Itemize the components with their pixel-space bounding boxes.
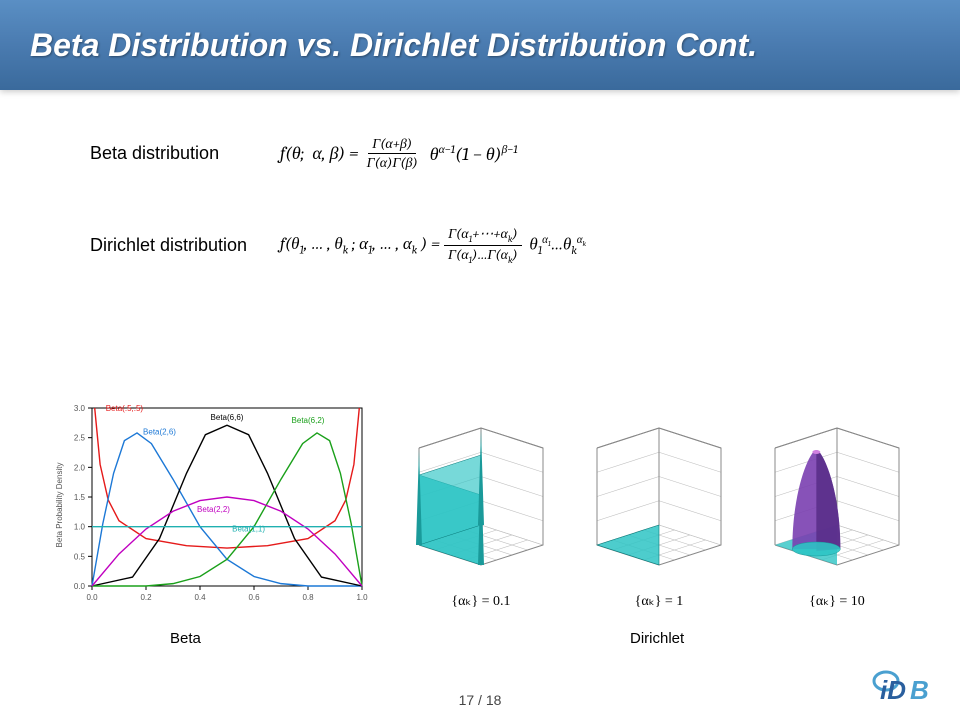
page-number: 17 / 18 (459, 692, 502, 708)
svg-text:B: B (910, 675, 929, 705)
svg-text:iD: iD (880, 675, 906, 705)
dirichlet-caption-1: {αₖ} = 1 (573, 593, 745, 610)
dirichlet-label: Dirichlet distribution (90, 235, 280, 256)
svg-text:Beta(.5,.5): Beta(.5,.5) (106, 404, 144, 413)
beta-chart: 0.0 0.2 0.4 0.6 0.8 1.0 0.0 0.5 1.0 1.5 2.0 2.5 3.0 B… (50, 400, 370, 610)
dirichlet-figure-label: Dirichlet (630, 630, 684, 647)
dirichlet-panel-2: {αₖ} = 10 (751, 400, 923, 610)
svg-text:0.5: 0.5 (74, 552, 86, 561)
beta-label: Beta distribution (90, 143, 280, 164)
logo-icon: iD B (872, 665, 942, 705)
logo: iD B (872, 665, 942, 712)
svg-text:1.0: 1.0 (74, 523, 86, 532)
svg-text:0.0: 0.0 (86, 593, 98, 602)
svg-text:1.0: 1.0 (356, 593, 368, 602)
svg-text:3.0: 3.0 (74, 404, 86, 413)
beta-figure-label: Beta (170, 630, 201, 647)
slide-title: Beta Distribution vs. Dirichlet Distribu… (30, 27, 757, 64)
svg-text:0.0: 0.0 (74, 582, 86, 591)
svg-text:0.6: 0.6 (248, 593, 260, 602)
dirichlet-svg-0 (395, 400, 567, 580)
beta-equation: f(θ; α, β) = Γ(α+β) Γ(α)Γ(β) θα−1(1 − θ)… (280, 135, 518, 172)
svg-text:Beta(2,6): Beta(2,6) (143, 428, 176, 437)
beta-row: Beta distribution f(θ; α, β) = Γ(α+β) Γ(… (90, 135, 518, 172)
svg-text:Beta(6,2): Beta(6,2) (292, 416, 325, 425)
title-bar: Beta Distribution vs. Dirichlet Distribu… (0, 0, 960, 90)
svg-text:1.5: 1.5 (74, 493, 86, 502)
slide: Beta Distribution vs. Dirichlet Distribu… (0, 0, 960, 720)
svg-text:0.4: 0.4 (194, 593, 206, 602)
svg-text:2.5: 2.5 (74, 434, 86, 443)
figures-row: 0.0 0.2 0.4 0.6 0.8 1.0 0.0 0.5 1.0 1.5 2.0 2.5 3.0 B… (0, 400, 960, 630)
svg-text:Beta(1,1): Beta(1,1) (232, 524, 265, 533)
svg-text:Beta(6,6): Beta(6,6) (211, 413, 244, 422)
svg-text:Beta(2,2): Beta(2,2) (197, 505, 230, 514)
svg-text:0.2: 0.2 (140, 593, 152, 602)
dirichlet-svg-1 (573, 400, 745, 580)
svg-text:0.8: 0.8 (302, 593, 314, 602)
beta-chart-svg: 0.0 0.2 0.4 0.6 0.8 1.0 0.0 0.5 1.0 1.5 2.0 2.5 3.0 B… (50, 400, 370, 610)
dirichlet-panels: {αₖ} = 0.1 {αₖ} = 1 {αₖ} = 10 (395, 400, 923, 630)
svg-text:2.0: 2.0 (74, 463, 86, 472)
dirichlet-svg-2 (751, 400, 923, 580)
dirichlet-caption-2: {αₖ} = 10 (751, 593, 923, 610)
dirichlet-caption-0: {αₖ} = 0.1 (395, 593, 567, 610)
dirichlet-panel-0: {αₖ} = 0.1 (395, 400, 567, 610)
svg-text:Beta Probability Density: Beta Probability Density (55, 463, 64, 548)
dirichlet-row: Dirichlet distribution f(θ1, … , θk ; α1… (90, 225, 586, 266)
dirichlet-panel-1: {αₖ} = 1 (573, 400, 745, 610)
dirichlet-equation: f(θ1, … , θk ; α1, … , αk ) = Γ(α1+⋯+αk)… (280, 225, 586, 266)
